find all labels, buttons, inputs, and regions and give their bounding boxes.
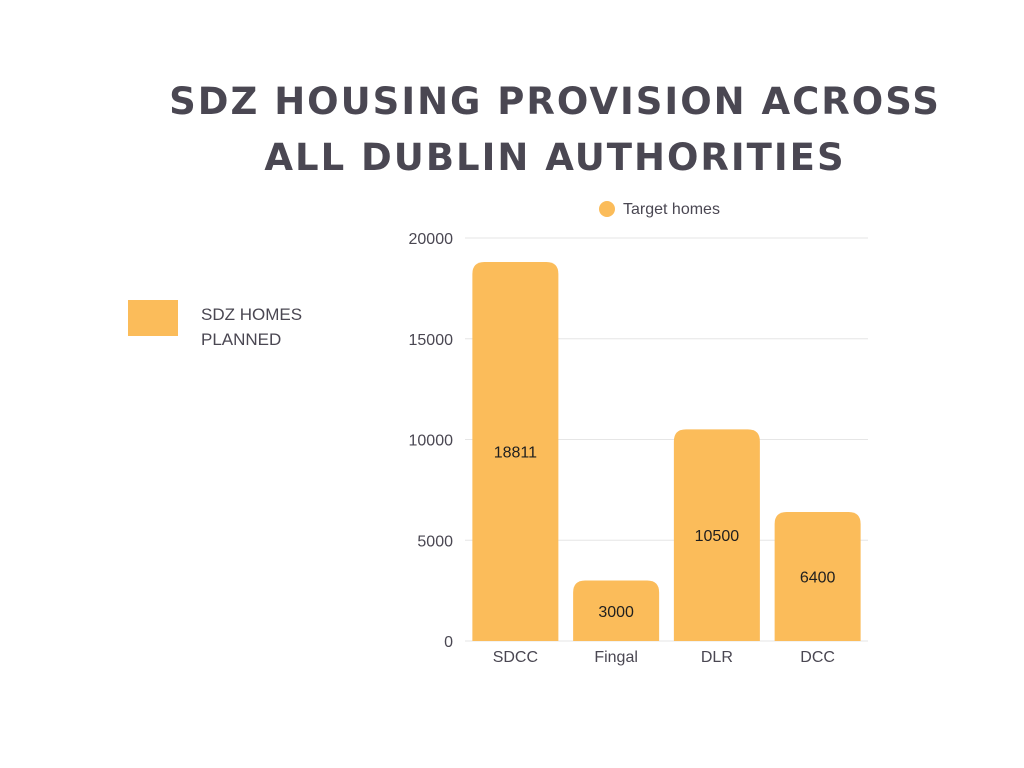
x-tick-label: DCC (800, 649, 835, 666)
legend-marker (599, 201, 615, 217)
x-tick-label: DLR (701, 649, 733, 666)
legend-label: Target homes (623, 201, 720, 218)
y-tick-label: 10000 (409, 433, 454, 450)
bar-value-label: 6400 (800, 570, 836, 587)
bar-dcc (774, 512, 861, 641)
bar-sdcc (472, 261, 559, 641)
bar-value-label: 3000 (598, 604, 634, 621)
chart-title: SDZ HOUSING PROVISION ACROSS ALL DUBLIN … (169, 80, 941, 179)
y-tick-label: 20000 (409, 231, 454, 248)
x-tick-label: SDCC (493, 649, 538, 666)
x-tick-label: Fingal (594, 649, 638, 666)
bar-dlr (673, 429, 760, 641)
y-tick-label: 5000 (417, 533, 453, 550)
side-legend-label: SDZ HOMES PLANNED (201, 305, 303, 349)
bar-fingal (573, 580, 660, 641)
y-tick-label: 15000 (409, 332, 454, 349)
y-tick-label: 0 (444, 634, 453, 651)
bar-value-label: 10500 (695, 528, 740, 545)
bar-value-label: 18811 (494, 444, 537, 461)
side-legend-swatch (128, 300, 178, 336)
